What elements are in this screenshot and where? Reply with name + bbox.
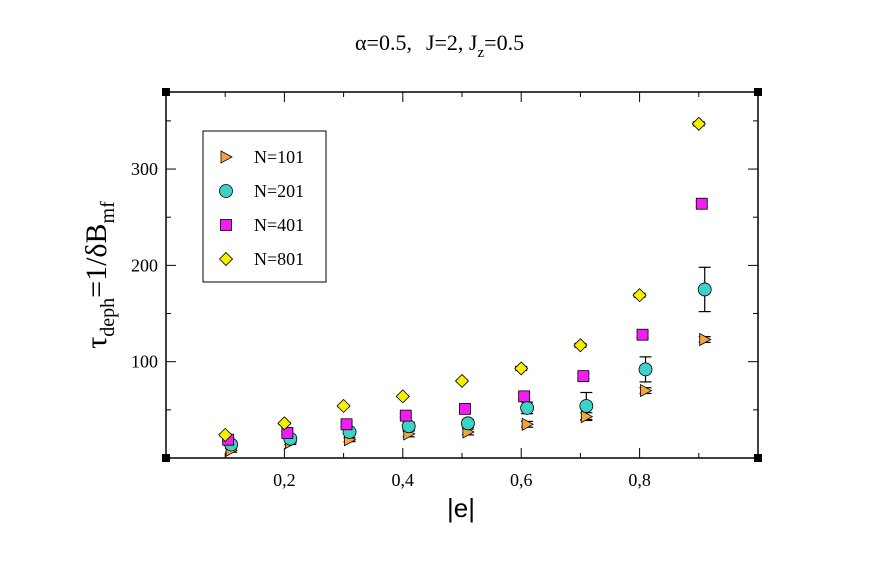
axes: 0,2 0,4 0,6 0,8 100 200 300 bbox=[131, 92, 758, 490]
y-label-mid: =1/δB bbox=[80, 223, 113, 297]
data-point-n-801 bbox=[454, 373, 470, 389]
data-point-n-801 bbox=[691, 116, 706, 131]
data-point-n-101 bbox=[699, 332, 712, 347]
data-point-n-201 bbox=[401, 419, 416, 434]
data-point-n-401 bbox=[577, 370, 590, 383]
data-point-n-801 bbox=[395, 389, 410, 404]
data-point-n-401 bbox=[695, 197, 708, 210]
data-point-n-401 bbox=[636, 328, 649, 341]
y-tick-label: 100 bbox=[131, 352, 158, 372]
x-tick-label: 0,4 bbox=[392, 470, 415, 490]
corner-handle-top-left bbox=[162, 88, 170, 96]
y-label-mid-sub: mf bbox=[97, 201, 119, 224]
data-point-n-101 bbox=[521, 417, 534, 431]
title-alpha-value: =0.5, bbox=[367, 30, 412, 55]
x-tick-label: 0,6 bbox=[510, 470, 533, 490]
legend-marker-1 bbox=[219, 184, 233, 198]
data-point-n-401 bbox=[459, 402, 471, 415]
title-j: J=2, J bbox=[426, 30, 478, 55]
title-jz-sub: z bbox=[477, 45, 484, 61]
x-tick-label: 0,8 bbox=[628, 470, 651, 490]
x-axis-label: |e| bbox=[447, 493, 475, 523]
y-label-tau: τ bbox=[80, 337, 113, 349]
x-tick-label: 0,2 bbox=[273, 470, 296, 490]
y-axis-label: τdeph=1/δBmf bbox=[80, 201, 119, 349]
y-label-tau-sub: deph bbox=[97, 298, 119, 337]
legend-marker-3 bbox=[218, 251, 234, 267]
data-point-n-201 bbox=[579, 399, 594, 413]
corner-handle-bottom-left bbox=[162, 454, 170, 462]
legend: N=101 N=201 N=401 N=801 bbox=[218, 147, 304, 269]
y-tick-label: 200 bbox=[131, 255, 158, 275]
data-point-n-101 bbox=[640, 383, 653, 398]
chart-title: α=0.5, J=2, Jz=0.5 bbox=[355, 30, 524, 61]
legend-marker-0 bbox=[220, 150, 233, 164]
data-point-n-101 bbox=[580, 409, 594, 424]
title-jz-value: =0.5 bbox=[484, 30, 524, 55]
title-alpha-symbol: α bbox=[355, 30, 367, 55]
markers bbox=[218, 116, 712, 457]
data-point-n-201 bbox=[697, 282, 712, 297]
data-point-n-401 bbox=[399, 409, 412, 422]
data-point-n-201 bbox=[520, 401, 535, 415]
legend-label-3: N=801 bbox=[254, 249, 304, 269]
corner-handle-bottom-right bbox=[754, 454, 762, 462]
data-point-n-801 bbox=[277, 416, 292, 431]
data-point-n-201 bbox=[638, 362, 653, 377]
data-point-n-801 bbox=[632, 288, 647, 303]
data-point-n-801 bbox=[336, 398, 351, 414]
legend-marker-2 bbox=[220, 219, 232, 231]
legend-label-0: N=101 bbox=[254, 147, 304, 167]
data-point-n-401 bbox=[281, 427, 294, 439]
data-point-n-201 bbox=[461, 416, 475, 431]
corner-handle-top-right bbox=[754, 88, 762, 96]
data-point-n-801 bbox=[514, 361, 529, 376]
legend-label-1: N=201 bbox=[254, 181, 304, 201]
data-point-n-801 bbox=[573, 338, 588, 353]
data-point-n-801 bbox=[218, 427, 233, 442]
data-point-n-401 bbox=[340, 418, 353, 431]
y-tick-label: 300 bbox=[131, 159, 158, 179]
data-point-n-401 bbox=[518, 390, 531, 403]
legend-label-2: N=401 bbox=[254, 215, 304, 235]
